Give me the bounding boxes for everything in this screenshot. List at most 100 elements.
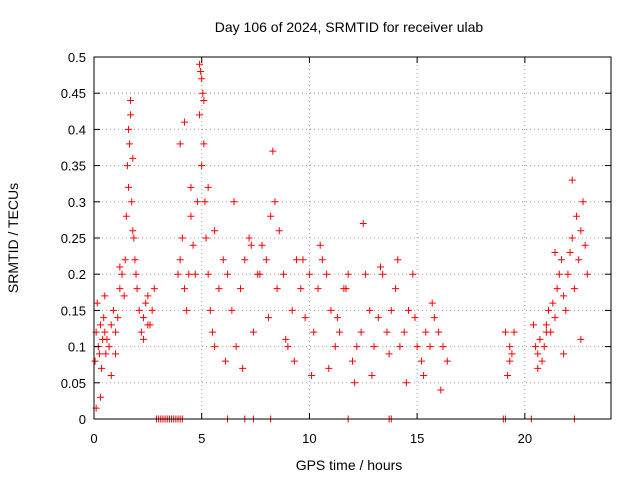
data-point bbox=[129, 154, 137, 162]
y-tick-label: 0.05 bbox=[61, 376, 86, 391]
x-axis-label: GPS time / hours bbox=[296, 457, 403, 473]
data-point bbox=[202, 234, 210, 242]
data-point bbox=[142, 299, 150, 307]
data-point bbox=[137, 328, 145, 336]
data-point bbox=[553, 285, 561, 293]
data-point bbox=[379, 270, 387, 278]
data-points bbox=[91, 60, 591, 423]
data-point bbox=[275, 227, 283, 235]
data-point bbox=[118, 270, 126, 278]
data-point bbox=[219, 256, 227, 264]
data-point bbox=[107, 372, 115, 380]
data-point bbox=[353, 343, 361, 351]
data-point bbox=[126, 140, 134, 148]
chart-title: Day 106 of 2024, SRMTID for receiver ula… bbox=[215, 19, 484, 35]
data-point bbox=[385, 350, 393, 358]
data-point bbox=[197, 67, 205, 75]
data-point bbox=[504, 372, 512, 380]
data-point bbox=[336, 328, 344, 336]
data-point bbox=[236, 285, 244, 293]
data-point bbox=[178, 234, 186, 242]
data-point bbox=[508, 350, 516, 358]
data-point bbox=[308, 372, 316, 380]
data-point bbox=[269, 147, 277, 155]
data-point bbox=[568, 234, 576, 242]
data-point bbox=[191, 270, 199, 278]
data-point bbox=[573, 212, 581, 220]
data-point bbox=[128, 198, 136, 206]
data-point bbox=[198, 162, 206, 170]
data-point bbox=[107, 321, 115, 329]
data-point bbox=[114, 314, 122, 322]
data-point bbox=[241, 256, 249, 264]
data-point bbox=[101, 292, 109, 300]
data-point bbox=[551, 248, 559, 256]
data-point bbox=[123, 162, 131, 170]
y-tick-label: 0.1 bbox=[68, 340, 86, 355]
data-point bbox=[245, 234, 253, 242]
data-point bbox=[536, 335, 544, 343]
data-point bbox=[144, 292, 152, 300]
y-tick-label: 0.4 bbox=[68, 122, 86, 137]
data-point bbox=[361, 270, 369, 278]
plot-frame bbox=[93, 56, 612, 420]
data-point bbox=[420, 372, 428, 380]
data-point bbox=[377, 263, 385, 271]
data-point bbox=[124, 125, 132, 133]
data-point bbox=[101, 328, 109, 336]
data-point bbox=[333, 314, 341, 322]
data-point bbox=[560, 350, 568, 358]
data-point bbox=[577, 227, 585, 235]
data-point bbox=[540, 343, 548, 351]
data-point bbox=[510, 328, 518, 336]
data-point bbox=[392, 285, 400, 293]
data-point bbox=[501, 328, 509, 336]
data-point bbox=[185, 270, 193, 278]
data-point bbox=[506, 343, 514, 351]
data-point bbox=[532, 343, 540, 351]
data-point bbox=[176, 140, 184, 148]
data-point bbox=[301, 314, 309, 322]
data-point bbox=[208, 328, 216, 336]
data-point bbox=[534, 364, 542, 372]
data-point bbox=[435, 328, 443, 336]
data-point bbox=[292, 256, 300, 264]
data-point bbox=[566, 248, 574, 256]
data-point bbox=[351, 379, 359, 387]
data-point bbox=[405, 306, 413, 314]
data-point bbox=[342, 285, 350, 293]
data-point bbox=[542, 321, 550, 329]
data-point bbox=[189, 241, 197, 249]
data-point bbox=[140, 335, 148, 343]
data-point bbox=[183, 306, 191, 314]
data-point bbox=[96, 393, 104, 401]
data-point bbox=[176, 256, 184, 264]
data-point bbox=[96, 321, 104, 329]
y-tick-label: 0.45 bbox=[61, 86, 86, 101]
data-point bbox=[568, 176, 576, 184]
data-point bbox=[120, 292, 128, 300]
data-point bbox=[323, 270, 331, 278]
data-point bbox=[264, 314, 272, 322]
data-point bbox=[327, 306, 335, 314]
data-point bbox=[100, 314, 108, 322]
x-tick-label: 5 bbox=[198, 431, 205, 446]
data-point bbox=[359, 220, 367, 228]
data-point bbox=[290, 357, 298, 365]
y-tick-label: 0.25 bbox=[61, 231, 86, 246]
x-tick-label: 15 bbox=[410, 431, 424, 446]
data-point bbox=[224, 270, 232, 278]
data-point bbox=[357, 328, 365, 336]
y-tick-label: 0.2 bbox=[68, 267, 86, 282]
data-point bbox=[180, 118, 188, 126]
data-point bbox=[112, 328, 120, 336]
data-point bbox=[366, 306, 374, 314]
data-point bbox=[426, 343, 434, 351]
axis-ticks: 0 0.05 0.1 0.15 0.2 0.25 0.3 0.35 0.4 0.45 0.5 0 5 10… bbox=[61, 50, 611, 446]
data-point bbox=[230, 198, 238, 206]
data-point bbox=[318, 256, 326, 264]
data-point bbox=[116, 263, 124, 271]
data-point bbox=[228, 306, 236, 314]
data-point bbox=[331, 343, 339, 351]
